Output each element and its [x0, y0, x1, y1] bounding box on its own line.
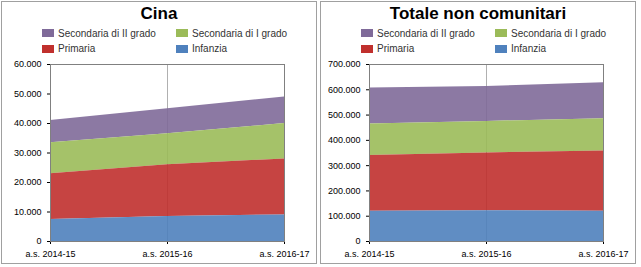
svg-text:10.000: 10.000	[14, 207, 42, 217]
svg-text:200.000: 200.000	[328, 186, 361, 196]
svg-text:600.000: 600.000	[328, 85, 361, 95]
svg-text:a.s. 2015-16: a.s. 2015-16	[142, 249, 192, 259]
svg-text:50.000: 50.000	[14, 89, 42, 99]
html-text:Totale non comunitari: Totale non comunitari	[389, 4, 567, 23]
html-text:Infanzia: Infanzia	[192, 43, 227, 55]
html-text:Infanzia: Infanzia	[511, 43, 546, 55]
html-text:Secondaria di I grado: Secondaria di I grado	[192, 27, 288, 39]
html-text:Primaria: Primaria	[58, 43, 96, 55]
svg-text:a.s. 2014-15: a.s. 2014-15	[25, 249, 75, 259]
svg-text:a.s. 2016-17: a.s. 2016-17	[259, 249, 309, 259]
svg-text:20.000: 20.000	[14, 177, 42, 187]
html-text:Secondaria di II grado: Secondaria di II grado	[377, 27, 475, 39]
html-text:Primaria: Primaria	[377, 43, 415, 55]
svg-text:0: 0	[36, 236, 41, 246]
html-text:Secondaria di I grado: Secondaria di I grado	[511, 27, 607, 39]
svg-text:40.000: 40.000	[14, 118, 42, 128]
svg-text:0: 0	[355, 236, 360, 246]
svg-text:30.000: 30.000	[14, 148, 42, 158]
svg-text:400.000: 400.000	[328, 135, 361, 145]
svg-text:60.000: 60.000	[14, 59, 42, 69]
html-text:Secondaria di II grado: Secondaria di II grado	[58, 27, 156, 39]
html-text:Cina: Cina	[140, 4, 178, 23]
svg-text:a.s. 2015-16: a.s. 2015-16	[461, 249, 511, 259]
svg-text:700.000: 700.000	[328, 59, 361, 69]
svg-text:100.000: 100.000	[328, 211, 361, 221]
svg-text:a.s. 2016-17: a.s. 2016-17	[578, 249, 628, 259]
svg-text:a.s. 2014-15: a.s. 2014-15	[344, 249, 394, 259]
svg-text:300.000: 300.000	[328, 161, 361, 171]
svg-text:500.000: 500.000	[328, 110, 361, 120]
